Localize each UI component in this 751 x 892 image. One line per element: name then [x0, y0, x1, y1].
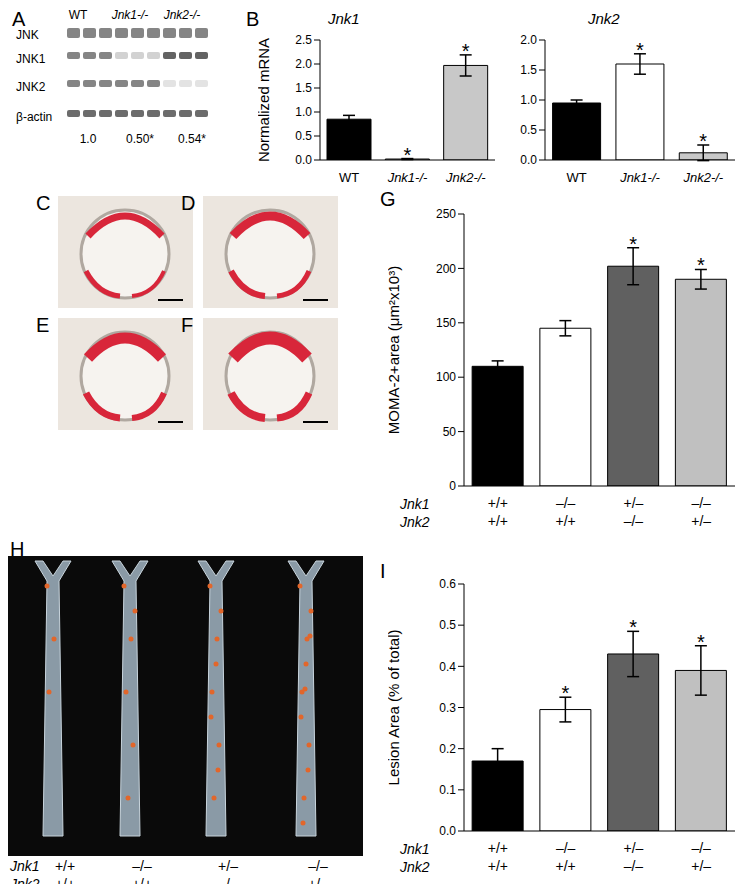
html-text:Jnk2: Jnk2 [588, 10, 620, 27]
svg-text:0.6: 0.6 [439, 577, 456, 591]
svg-text:0.3: 0.3 [439, 701, 456, 715]
svg-text:*: * [561, 682, 569, 704]
svg-text:*: * [462, 40, 470, 62]
html-text:Jnk1: Jnk1 [400, 496, 430, 512]
svg-text:Lesion Area (% of total): Lesion Area (% of total) [388, 630, 402, 786]
html-text:JNK1: JNK1 [16, 52, 46, 66]
html-text:JNK2: JNK2 [16, 80, 46, 94]
html-text:Jnk2: Jnk2 [400, 514, 430, 530]
svg-text:Jnk2-/-: Jnk2-/- [682, 170, 723, 185]
svg-text:+/+: +/+ [488, 840, 508, 856]
svg-text:+/+: +/+ [488, 513, 508, 529]
svg-text:100: 100 [436, 370, 456, 384]
svg-text:0.1: 0.1 [439, 783, 456, 797]
svg-text:+/–: +/– [623, 495, 643, 511]
svg-text:–/–: –/– [624, 513, 644, 529]
svg-text:+/–: +/– [623, 840, 643, 856]
html-text:Jnk1: Jnk1 [10, 858, 40, 874]
svg-text:+/+: +/+ [556, 858, 576, 874]
html-text:JNK: JNK [16, 28, 39, 42]
html-text:F: F [181, 314, 194, 336]
svg-text:50: 50 [443, 425, 457, 439]
svg-text:–/–: –/– [556, 840, 576, 856]
html-text:β-actin: β-actin [16, 110, 53, 124]
svg-text:150: 150 [436, 316, 456, 330]
svg-text:1.5: 1.5 [520, 63, 537, 77]
html-text:Jnk2-/-: Jnk2-/- [163, 8, 201, 22]
svg-text:WT: WT [339, 170, 359, 185]
html-text:WT: WT [68, 8, 88, 22]
svg-text:MOMA-2+area (μm²x10³): MOMA-2+area (μm²x10³) [388, 266, 402, 434]
svg-text:+/+: +/+ [488, 495, 508, 511]
svg-text:*: * [699, 130, 707, 152]
svg-text:+/+: +/+ [556, 513, 576, 529]
svg-text:WT: WT [567, 170, 587, 185]
html-text:1.0: 1.0 [79, 132, 97, 146]
svg-text:*: * [403, 144, 411, 166]
html-text:Jnk1: Jnk1 [328, 10, 360, 27]
svg-text:0.2: 0.2 [439, 742, 456, 756]
html-text:0.54*: 0.54* [178, 132, 206, 146]
svg-text:1.5: 1.5 [295, 81, 312, 95]
svg-text:0.0: 0.0 [295, 153, 312, 167]
svg-text:1.0: 1.0 [295, 105, 312, 119]
svg-text:–/–: –/– [691, 495, 711, 511]
svg-text:*: * [697, 631, 705, 653]
html-text:Jnk2: Jnk2 [400, 859, 430, 875]
svg-text:0.4: 0.4 [439, 660, 456, 674]
svg-text:+/+: +/+ [488, 858, 508, 874]
html-text:E: E [36, 314, 50, 336]
svg-text:0.0: 0.0 [439, 824, 456, 838]
svg-text:*: * [636, 39, 644, 61]
svg-text:2.5: 2.5 [295, 33, 312, 47]
svg-text:*: * [697, 254, 705, 276]
svg-text:Jnk1-/-: Jnk1-/- [387, 170, 428, 185]
svg-text:–/–: –/– [691, 840, 711, 856]
html-text:Jnk1-/-: Jnk1-/- [111, 8, 149, 22]
svg-text:+/–: +/– [691, 858, 711, 874]
svg-text:0.0: 0.0 [520, 153, 537, 167]
html-text:B: B [246, 8, 260, 30]
svg-text:–/–: –/– [556, 495, 576, 511]
svg-text:2.0: 2.0 [520, 33, 537, 47]
svg-text:1.0: 1.0 [520, 93, 537, 107]
svg-text:0.5: 0.5 [439, 618, 456, 632]
html-text:0.50*: 0.50* [126, 132, 154, 146]
svg-text:Jnk1-/-: Jnk1-/- [619, 170, 660, 185]
svg-text:0: 0 [449, 479, 456, 493]
svg-text:Jnk2-/-: Jnk2-/- [445, 170, 486, 185]
svg-text:–/–: –/– [624, 858, 644, 874]
html-text:D: D [181, 192, 196, 214]
html-text:H: H [10, 538, 25, 560]
svg-text:200: 200 [436, 262, 456, 276]
svg-text:Normalized mRNA: Normalized mRNA [258, 38, 272, 162]
svg-text:+/–: +/– [691, 513, 711, 529]
svg-text:*: * [629, 233, 637, 255]
html-text:Jnk2: Jnk2 [10, 876, 40, 892]
svg-text:2.0: 2.0 [295, 57, 312, 71]
html-text:G: G [380, 188, 396, 210]
html-text:I: I [380, 560, 386, 582]
svg-text:0.5: 0.5 [295, 129, 312, 143]
html-text:Jnk1: Jnk1 [400, 841, 430, 857]
svg-text:*: * [629, 616, 637, 638]
html-text:C: C [36, 192, 51, 214]
svg-text:250: 250 [436, 207, 456, 221]
html-text:A: A [12, 8, 26, 30]
svg-text:0.5: 0.5 [520, 123, 537, 137]
